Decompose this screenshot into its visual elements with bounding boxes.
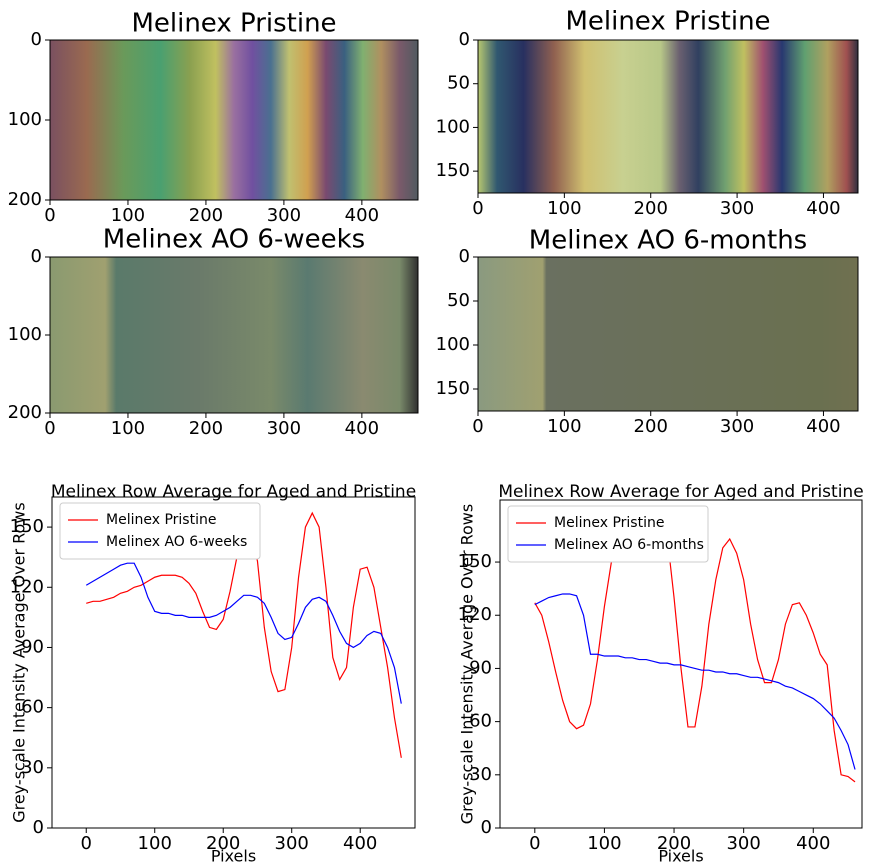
y-tick-label: 150: [10, 516, 44, 537]
y-tick-label: 0: [31, 29, 42, 50]
y-tick-label: 200: [8, 189, 42, 210]
x-tick-label: 0: [472, 198, 483, 219]
y-tick-label: 90: [21, 636, 44, 657]
x-tick-label: 100: [547, 198, 581, 219]
x-tick-label: 100: [587, 833, 621, 854]
y-tick-label: 60: [469, 711, 492, 732]
x-tick-label: 0: [81, 833, 92, 854]
panel-title: Melinex Pristine: [565, 7, 770, 37]
series-line: [534, 511, 856, 783]
panel-title: Melinex AO 6-weeks: [103, 225, 365, 255]
y-tick-label: 0: [459, 29, 470, 50]
x-tick-label: 0: [472, 416, 483, 437]
legend-label: Melinex AO 6-weeks: [106, 534, 247, 550]
y-tick-label: 30: [21, 757, 44, 778]
y-tick-label: 100: [436, 334, 470, 355]
x-tick-label: 300: [720, 198, 754, 219]
x-tick-label: 100: [111, 418, 145, 439]
x-tick-label: 400: [345, 205, 379, 226]
x-tick-label: 200: [634, 416, 668, 437]
legend-box: [507, 505, 709, 563]
image: [478, 257, 858, 411]
y-tick-label: 0: [459, 246, 470, 267]
y-tick-label: 30: [469, 764, 492, 785]
x-tick-label: 300: [267, 418, 301, 439]
x-tick-label: 400: [796, 833, 830, 854]
y-tick-label: 50: [447, 73, 470, 94]
x-tick-label: 400: [806, 198, 840, 219]
y-tick-label: 150: [436, 378, 470, 399]
image: [478, 40, 858, 193]
y-tick-label: 100: [8, 109, 42, 130]
x-tick-label: 200: [206, 833, 240, 854]
y-tick-label: 100: [8, 324, 42, 345]
legend-label: Melinex Pristine: [554, 515, 664, 531]
x-tick-label: 300: [267, 205, 301, 226]
x-tick-label: 400: [343, 833, 377, 854]
x-tick-label: 0: [44, 205, 55, 226]
x-axis-label: Pixels: [211, 847, 256, 865]
y-tick-label: 150: [458, 551, 492, 572]
y-tick-label: 200: [8, 402, 42, 423]
y-tick-label: 90: [469, 657, 492, 678]
x-tick-label: 100: [547, 416, 581, 437]
x-tick-label: 400: [806, 416, 840, 437]
series-line: [534, 593, 856, 770]
y-tick-label: 50: [447, 290, 470, 311]
y-tick-label: 0: [481, 817, 492, 838]
axes-frame: [477, 39, 859, 194]
legend-label: Melinex AO 6-months: [554, 537, 704, 553]
panel-title: Melinex Pristine: [131, 9, 336, 39]
x-tick-label: 100: [111, 205, 145, 226]
x-tick-label: 200: [189, 205, 223, 226]
y-tick-label: 120: [10, 576, 44, 597]
x-tick-label: 200: [634, 198, 668, 219]
image: [50, 40, 418, 200]
y-tick-label: 120: [458, 604, 492, 625]
x-tick-label: 0: [529, 833, 540, 854]
y-axis-label: Grey-scale Intensity Average Over Rows: [458, 504, 477, 824]
x-tick-label: 200: [189, 418, 223, 439]
legend-label: Melinex Pristine: [106, 512, 216, 528]
x-tick-label: 400: [345, 418, 379, 439]
chart-title: Melinex Row Average for Aged and Pristin…: [51, 482, 416, 502]
y-axis-label: Grey-scale Intensity Average Over Rows: [10, 502, 29, 822]
x-tick-label: 0: [44, 418, 55, 439]
panel-title: Melinex AO 6-months: [529, 226, 807, 256]
y-tick-label: 60: [21, 697, 44, 718]
image: [50, 257, 418, 413]
chart-title: Melinex Row Average for Aged and Pristin…: [498, 482, 863, 502]
x-tick-label: 200: [657, 833, 691, 854]
y-tick-label: 100: [436, 116, 470, 137]
series-line: [85, 562, 402, 704]
x-tick-label: 300: [720, 416, 754, 437]
axes-frame: [477, 256, 859, 412]
y-tick-label: 0: [33, 817, 44, 838]
x-tick-label: 300: [275, 833, 309, 854]
legend-box: [59, 502, 261, 560]
x-tick-label: 300: [726, 833, 760, 854]
y-tick-label: 0: [31, 246, 42, 267]
y-tick-label: 150: [436, 160, 470, 181]
x-tick-label: 100: [138, 833, 172, 854]
x-axis-label: Pixels: [658, 847, 703, 865]
